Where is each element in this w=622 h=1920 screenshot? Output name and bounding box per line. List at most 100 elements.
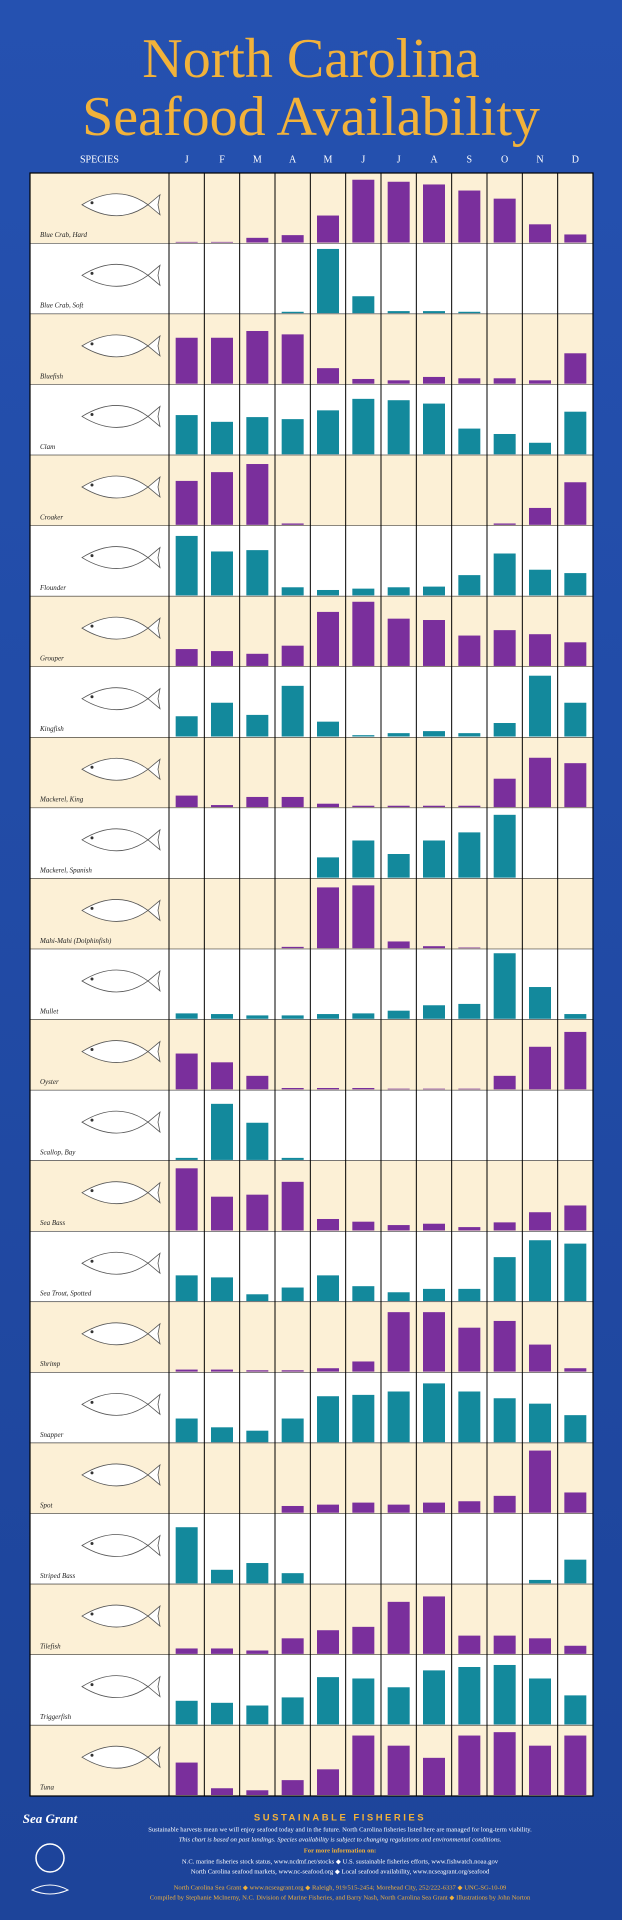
illustration-eye: [90, 1048, 94, 1052]
bar: [458, 1288, 481, 1302]
footer-heading: SUSTAINABLE FISHERIES: [254, 1813, 426, 1824]
bar: [529, 675, 551, 737]
illustration-eye: [90, 695, 94, 699]
bar: [281, 1505, 304, 1513]
illustration-eye: [90, 554, 94, 558]
illustration: [81, 264, 161, 287]
bar: [423, 586, 445, 596]
illustration: [81, 687, 161, 710]
species-label: Tuna: [40, 1784, 55, 1792]
bar: [529, 757, 551, 808]
bar: [493, 953, 516, 1019]
bar: [352, 805, 375, 808]
bar: [211, 1427, 233, 1443]
illustration-eye: [90, 412, 94, 416]
bar: [281, 1418, 304, 1443]
bar: [246, 653, 269, 666]
species-label: Flounder: [39, 584, 66, 592]
month-label: D: [572, 154, 579, 165]
bar: [246, 796, 269, 808]
illustration-eye: [90, 1612, 94, 1616]
bar: [387, 400, 410, 455]
bar: [458, 428, 481, 455]
bar: [281, 796, 304, 808]
bar: [352, 1013, 375, 1019]
bar: [387, 1088, 410, 1090]
bar: [317, 1504, 339, 1513]
bar: [493, 723, 516, 737]
bar: [423, 731, 445, 737]
illustration: [81, 1181, 161, 1204]
month-label: M: [253, 154, 262, 165]
bar: [387, 1225, 410, 1231]
bar: [493, 1635, 516, 1654]
illustration: [81, 475, 161, 499]
bar: [352, 179, 375, 243]
bar: [175, 1648, 198, 1654]
bar: [387, 587, 410, 596]
species-label: Tilefish: [40, 1642, 61, 1650]
bar: [529, 1450, 551, 1513]
illustration: [81, 828, 161, 852]
bar: [458, 832, 481, 878]
species-label: Mackerel, Spanish: [39, 866, 92, 874]
bar: [175, 1369, 198, 1372]
bar: [317, 410, 339, 455]
month-label: S: [467, 154, 473, 165]
bar: [317, 215, 339, 243]
bar: [423, 620, 445, 666]
bar: [529, 987, 551, 1019]
bar: [387, 1312, 410, 1372]
bar: [175, 1053, 198, 1090]
bar: [317, 1218, 339, 1231]
bar: [246, 1075, 269, 1090]
bar: [317, 1275, 339, 1302]
illustration-eye: [90, 1753, 94, 1757]
logo-fish: [30, 1884, 70, 1895]
bar: [317, 1396, 339, 1443]
bar: [352, 588, 375, 596]
bar: [246, 330, 269, 384]
bar: [493, 1222, 516, 1231]
illustration-eye: [90, 1683, 94, 1687]
bar: [387, 380, 410, 384]
illustration-eye: [90, 1400, 94, 1404]
bar: [352, 1361, 375, 1372]
illustration-eye: [90, 342, 94, 346]
bar: [175, 535, 198, 596]
bar: [529, 1745, 551, 1795]
bar: [458, 1391, 481, 1443]
bar: [211, 805, 233, 808]
bar: [175, 480, 198, 525]
bar: [564, 642, 587, 666]
bar: [529, 224, 551, 243]
illustration: [81, 193, 161, 217]
bar: [493, 778, 516, 808]
bar: [423, 1596, 445, 1654]
bar: [458, 311, 481, 314]
bar: [493, 198, 516, 243]
bar: [211, 1277, 233, 1302]
bar: [281, 645, 304, 666]
title-line: North Carolina: [142, 28, 480, 90]
bar: [423, 1312, 445, 1372]
bar: [458, 190, 481, 243]
bar: [281, 311, 304, 314]
bar: [246, 550, 269, 596]
bar: [211, 1014, 233, 1019]
species-label: Oyster: [40, 1078, 59, 1086]
bar: [317, 1087, 339, 1090]
species-label: Mahi-Mahi (Dolphinfish): [39, 937, 112, 945]
bar: [387, 805, 410, 808]
species-label: Croaker: [40, 513, 63, 521]
illustration-eye: [90, 201, 94, 205]
month-label: A: [289, 154, 297, 165]
bar: [564, 1492, 587, 1513]
illustration: [81, 1463, 161, 1487]
footer-line: Sustainable harvests mean we will enjoy …: [148, 1827, 532, 1834]
bar: [352, 1626, 375, 1654]
bar: [211, 1103, 233, 1160]
illustration: [81, 1745, 161, 1769]
species-label: Striped Bass: [40, 1572, 75, 1580]
